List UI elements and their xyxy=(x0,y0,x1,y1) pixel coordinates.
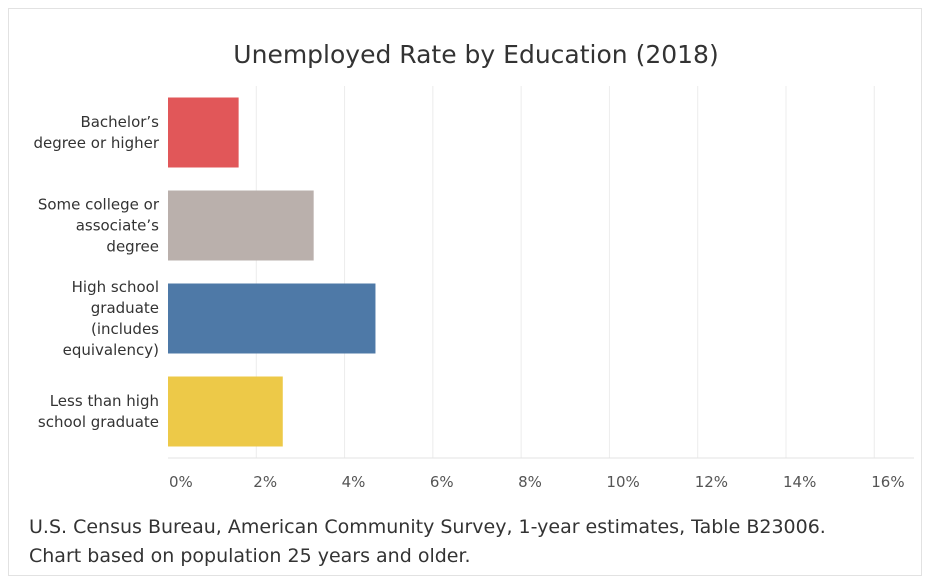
x-tick-label: 6% xyxy=(430,473,454,491)
x-tick-label: 10% xyxy=(606,473,639,491)
x-tick-label: 0% xyxy=(169,473,193,491)
category-label: degree xyxy=(106,238,159,256)
category-label: Bachelor’s xyxy=(80,113,159,131)
bar xyxy=(168,283,376,354)
x-tick-label: 8% xyxy=(518,473,542,491)
bar xyxy=(168,190,314,261)
category-label: associate’s xyxy=(76,217,159,235)
category-label: graduate xyxy=(91,299,159,317)
x-tick-label: 16% xyxy=(871,473,904,491)
category-label: High school xyxy=(72,278,159,296)
category-label: equivalency) xyxy=(63,341,159,359)
chart-title: Unemployed Rate by Education (2018) xyxy=(233,40,719,69)
x-tick-label: 12% xyxy=(695,473,728,491)
category-label: school graduate xyxy=(38,413,159,431)
bar xyxy=(168,376,283,447)
x-tick-label: 14% xyxy=(783,473,816,491)
chart-frame xyxy=(8,8,922,576)
category-label: Some college or xyxy=(38,196,160,214)
x-tick-label: 2% xyxy=(253,473,277,491)
category-label: (includes xyxy=(91,320,159,338)
category-label: degree or higher xyxy=(33,134,159,152)
population-note: Chart based on population 25 years and o… xyxy=(29,545,471,567)
category-label: Less than high xyxy=(50,392,159,410)
x-tick-label: 4% xyxy=(342,473,366,491)
source-note: U.S. Census Bureau, American Community S… xyxy=(29,516,826,538)
bar xyxy=(168,97,239,168)
